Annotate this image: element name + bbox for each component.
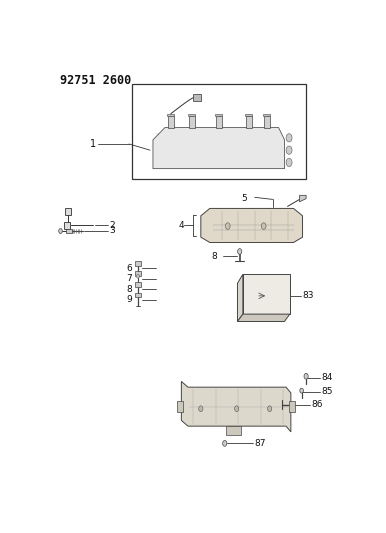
Text: 6: 6 xyxy=(126,264,132,273)
Text: 8: 8 xyxy=(126,285,132,294)
Circle shape xyxy=(286,158,292,166)
Bar xyxy=(167,114,174,116)
Bar xyxy=(66,229,71,233)
Bar xyxy=(215,114,222,116)
Text: 7: 7 xyxy=(126,274,132,283)
Text: 5: 5 xyxy=(241,193,247,203)
Bar xyxy=(135,261,141,266)
Circle shape xyxy=(300,388,303,393)
Circle shape xyxy=(59,229,62,233)
Circle shape xyxy=(137,274,139,278)
Polygon shape xyxy=(201,208,303,243)
Bar xyxy=(188,114,195,116)
Text: 86: 86 xyxy=(311,400,323,409)
Text: 84: 84 xyxy=(322,373,333,382)
Circle shape xyxy=(267,406,272,411)
Polygon shape xyxy=(181,382,291,432)
Text: 87: 87 xyxy=(254,439,266,448)
Text: 4: 4 xyxy=(179,221,185,230)
Circle shape xyxy=(238,248,242,254)
Text: 85: 85 xyxy=(322,387,333,397)
Polygon shape xyxy=(243,274,290,314)
Polygon shape xyxy=(300,195,306,202)
Text: 8: 8 xyxy=(211,252,217,261)
Circle shape xyxy=(199,406,203,411)
Polygon shape xyxy=(153,127,284,168)
Text: 83: 83 xyxy=(302,292,314,300)
Text: 9: 9 xyxy=(126,295,132,304)
Circle shape xyxy=(304,374,308,379)
Bar xyxy=(135,293,141,297)
Bar xyxy=(177,401,183,411)
Bar xyxy=(135,282,141,287)
Circle shape xyxy=(286,134,292,142)
Bar xyxy=(246,116,252,127)
Bar xyxy=(226,426,241,435)
Polygon shape xyxy=(237,274,243,321)
Circle shape xyxy=(261,223,266,229)
Polygon shape xyxy=(237,314,290,321)
Bar xyxy=(135,271,141,276)
Bar xyxy=(264,116,270,127)
Bar xyxy=(289,401,295,411)
Bar xyxy=(216,116,222,127)
Text: 1: 1 xyxy=(90,139,96,149)
Circle shape xyxy=(286,146,292,154)
Bar xyxy=(193,94,201,101)
Text: 3: 3 xyxy=(110,227,115,236)
Bar xyxy=(245,114,252,116)
Text: 92751 2600: 92751 2600 xyxy=(60,74,132,87)
Bar xyxy=(189,116,195,127)
Bar xyxy=(263,114,270,116)
Bar xyxy=(64,222,70,229)
Bar xyxy=(65,208,71,215)
Text: 2: 2 xyxy=(110,221,115,230)
Circle shape xyxy=(235,406,239,411)
Circle shape xyxy=(225,223,230,229)
Bar xyxy=(168,116,174,127)
Circle shape xyxy=(223,440,227,446)
Bar xyxy=(132,84,306,179)
